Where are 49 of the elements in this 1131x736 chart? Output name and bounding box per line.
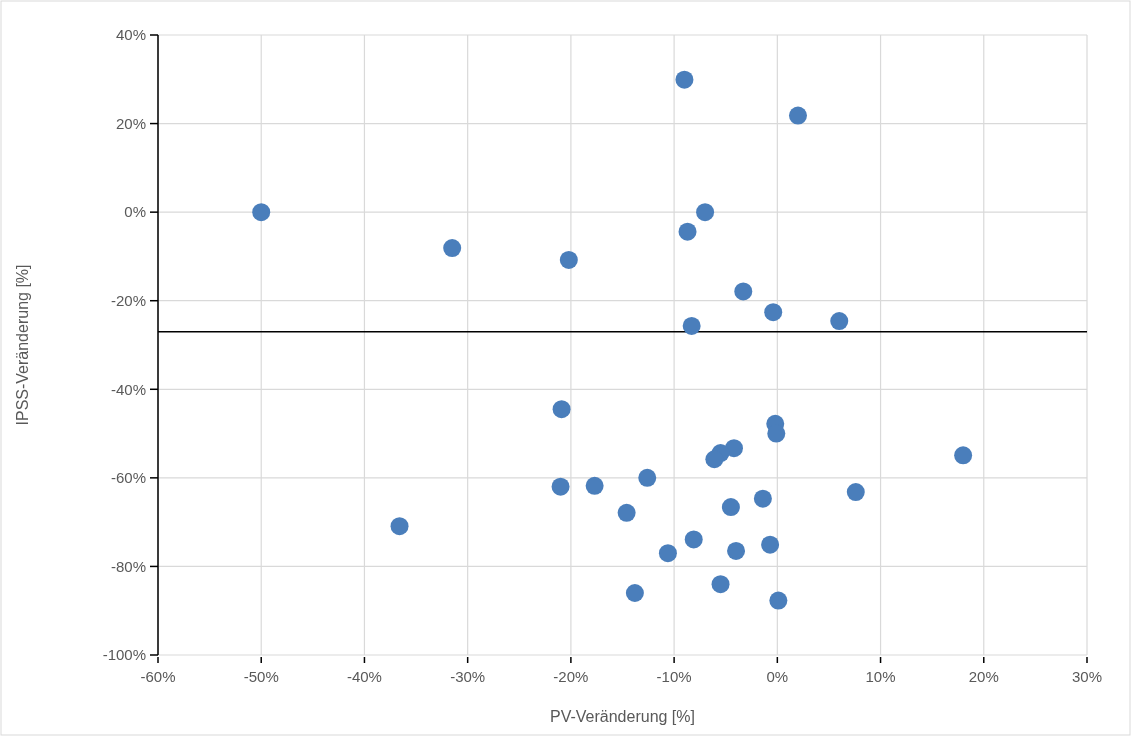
x-tick-label: 10% bbox=[865, 668, 896, 685]
point bbox=[753, 489, 772, 508]
point bbox=[675, 70, 694, 89]
x-tick-label: 30% bbox=[1071, 668, 1103, 685]
x-tick-label: -10% bbox=[656, 668, 692, 685]
point bbox=[761, 535, 780, 554]
x-axis-title: PV-Veränderung [%] bbox=[550, 708, 695, 725]
y-tick-label: -80% bbox=[110, 557, 146, 575]
x-tick-label: 20% bbox=[968, 668, 999, 685]
y-axis-title: IPSS-Veränderung [%] bbox=[14, 264, 31, 426]
point bbox=[954, 446, 973, 465]
point bbox=[705, 450, 724, 469]
x-tick-label: 0% bbox=[766, 668, 789, 685]
point bbox=[638, 468, 657, 487]
point bbox=[625, 584, 644, 602]
y-tick-label: -20% bbox=[110, 291, 146, 309]
point bbox=[721, 498, 740, 517]
point bbox=[734, 282, 753, 301]
point bbox=[551, 477, 570, 496]
point bbox=[443, 239, 462, 258]
x-tick-label: -40% bbox=[346, 668, 382, 685]
y-tick-label: -60% bbox=[110, 469, 146, 487]
point bbox=[711, 575, 730, 594]
y-tick-label: -40% bbox=[110, 380, 146, 398]
point bbox=[769, 591, 788, 610]
point bbox=[252, 203, 271, 222]
x-tick-label: -20% bbox=[553, 668, 589, 685]
point bbox=[684, 530, 703, 549]
point bbox=[696, 203, 715, 222]
point bbox=[830, 312, 849, 331]
x-tick-label: -50% bbox=[243, 668, 279, 685]
point bbox=[390, 517, 409, 536]
point bbox=[585, 476, 604, 495]
point bbox=[678, 222, 697, 241]
point bbox=[552, 400, 571, 419]
y-tick-label: 20% bbox=[115, 114, 146, 132]
point bbox=[846, 483, 865, 502]
x-tick-label: -30% bbox=[450, 668, 486, 685]
point bbox=[682, 316, 701, 335]
point bbox=[658, 544, 677, 563]
x-tick-label: -60% bbox=[140, 668, 176, 685]
y-tick-label: 40% bbox=[115, 26, 146, 44]
point bbox=[617, 503, 636, 522]
point bbox=[559, 250, 578, 269]
point bbox=[764, 303, 783, 322]
y-tick-label: 0% bbox=[124, 203, 146, 221]
point bbox=[727, 541, 746, 560]
point bbox=[788, 106, 807, 125]
y-tick-label: -100% bbox=[102, 646, 146, 664]
